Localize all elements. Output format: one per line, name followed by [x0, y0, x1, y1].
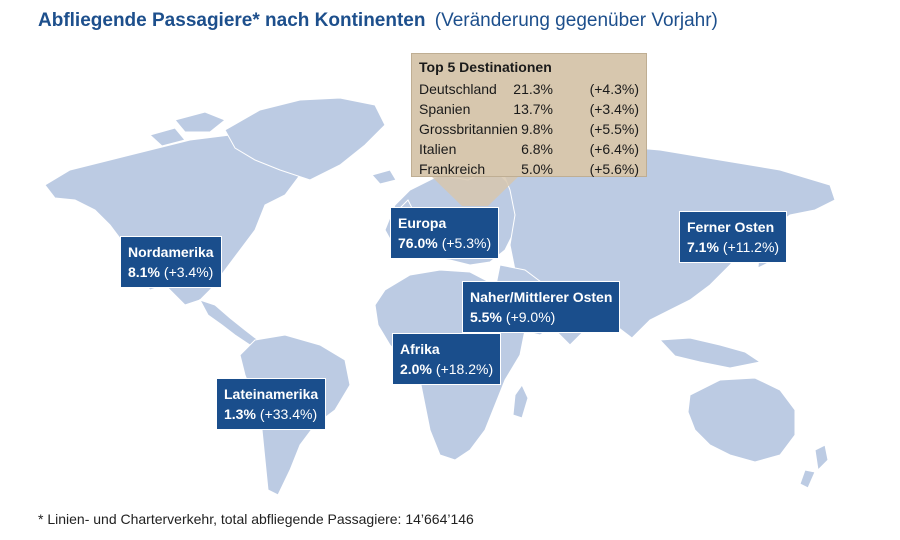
new-zealand-shape	[799, 444, 829, 489]
footnote: * Linien- und Charterverkehr, total abfl…	[38, 511, 474, 527]
chart-title: Abfliegende Passagiere* nach Kontinenten…	[38, 10, 718, 32]
top5-row: Frankreich 5.0% (+5.6%)	[419, 159, 641, 179]
callout-ferner-osten: Ferner Osten 7.1% (+11.2%)	[679, 211, 788, 263]
top5-share: 21.3%	[513, 81, 553, 97]
region-change: (+33.4%)	[259, 406, 318, 422]
region-share: 8.1%	[128, 264, 160, 280]
callout-afrika: Afrika 2.0% (+18.2%)	[392, 333, 502, 385]
top5-change: (+5.5%)	[589, 121, 639, 137]
madagascar-shape	[512, 384, 529, 419]
title-main: Abfliegende Passagiere* nach Kontinenten	[38, 10, 426, 31]
top5-country: Italien	[419, 141, 457, 157]
callout-nordamerika: Nordamerika 8.1% (+3.4%)	[120, 236, 222, 288]
region-name: Lateinamerika	[224, 386, 319, 402]
top5-share: 5.0%	[521, 161, 553, 177]
region-name: Ferner Osten	[687, 219, 775, 235]
top5-heading: Top 5 Destinationen	[419, 59, 552, 75]
arctic-islands-shape	[148, 111, 226, 147]
top5-share: 13.7%	[513, 101, 553, 117]
top5-change: (+6.4%)	[589, 141, 639, 157]
top5-share: 9.8%	[521, 121, 553, 137]
top5-country: Frankreich	[419, 161, 486, 177]
region-change: (+18.2%)	[435, 361, 494, 377]
region-name: Afrika	[400, 341, 440, 357]
region-share: 5.5%	[470, 309, 502, 325]
region-change: (+3.4%)	[163, 264, 214, 280]
top5-change: (+3.4%)	[589, 101, 639, 117]
title-subtitle: (Veränderung gegenüber Vorjahr)	[434, 10, 718, 31]
top5-row: Italien 6.8% (+6.4%)	[419, 139, 641, 159]
region-share: 76.0%	[398, 235, 438, 251]
top5-row: Spanien 13.7% (+3.4%)	[419, 99, 641, 119]
region-change: (+5.3%)	[441, 235, 492, 251]
top5-change: (+4.3%)	[589, 81, 639, 97]
region-change: (+11.2%)	[722, 239, 780, 255]
north-america-shape	[44, 134, 301, 306]
top5-destinations-box: Top 5 Destinationen Deutschland 21.3% (+…	[411, 53, 647, 177]
top5-row: Grossbritannien 9.8% (+5.5%)	[419, 119, 641, 139]
top5-country: Spanien	[419, 101, 471, 117]
top5-row: Deutschland 21.3% (+4.3%)	[419, 79, 641, 99]
callout-lateinamerika: Lateinamerika 1.3% (+33.4%)	[216, 378, 327, 430]
australia-shape	[687, 377, 796, 463]
top5-change: (+5.6%)	[589, 161, 639, 177]
region-name: Naher/Mittlerer Osten	[470, 289, 613, 305]
region-share: 1.3%	[224, 406, 256, 422]
top5-share: 6.8%	[521, 141, 553, 157]
callout-naher-mittlerer-osten: Naher/Mittlerer Osten 5.5% (+9.0%)	[462, 281, 621, 333]
region-name: Europa	[398, 215, 447, 231]
top5-country: Grossbritannien	[419, 121, 518, 137]
greenland-shape	[224, 97, 386, 181]
callout-europa: Europa 76.0% (+5.3%)	[390, 207, 500, 259]
top5-country: Deutschland	[419, 81, 497, 97]
region-name: Nordamerika	[128, 244, 214, 260]
region-change: (+9.0%)	[505, 309, 556, 325]
region-share: 7.1%	[687, 239, 719, 255]
region-share: 2.0%	[400, 361, 432, 377]
southeast-asia-shape	[658, 337, 762, 369]
top5-connector	[430, 175, 520, 206]
central-america-shape	[198, 299, 259, 346]
